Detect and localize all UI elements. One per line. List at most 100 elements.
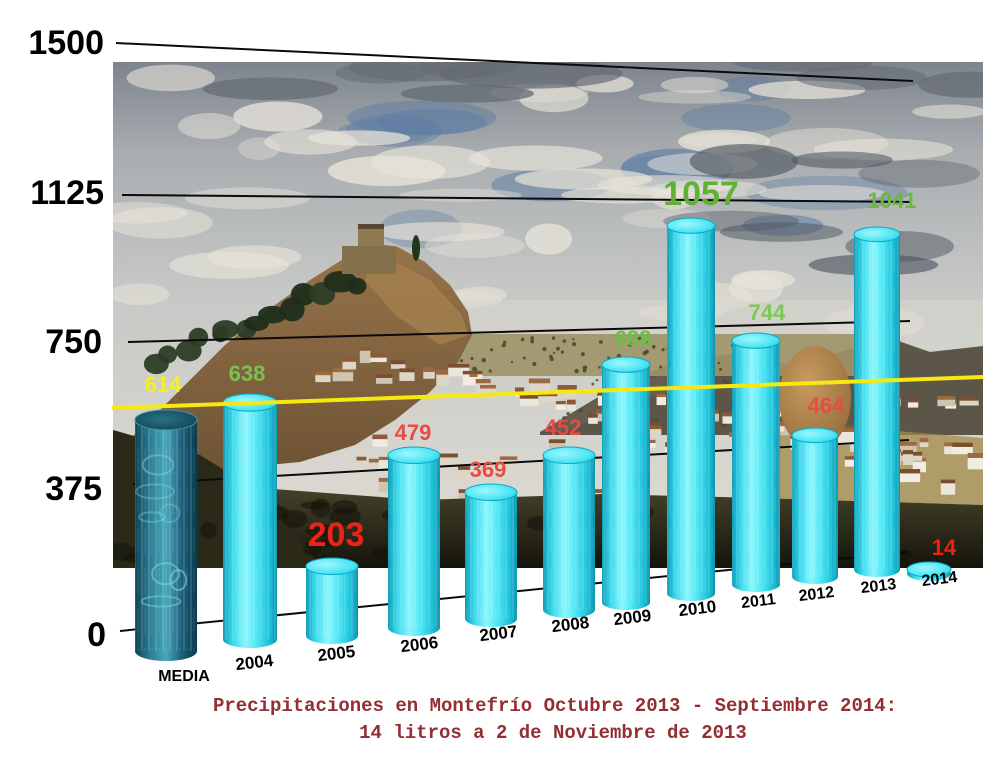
village-house <box>944 445 958 455</box>
village-house <box>423 370 435 379</box>
value-label-2011: 744 <box>749 300 786 325</box>
village-house <box>469 376 478 382</box>
bars <box>134 217 952 662</box>
village-roof <box>499 456 518 460</box>
dark-cloud <box>400 84 535 103</box>
cylinder-texture <box>667 225 715 594</box>
bar-year-labels: MEDIA 2004 2005 2006 2007 2008 2009 2010 2011 201… <box>158 569 958 685</box>
cylinder-texture <box>388 455 440 628</box>
olive-tree-dot <box>578 408 583 413</box>
cylinder-top <box>305 557 359 576</box>
olive-tree-dot <box>520 337 525 342</box>
village-house <box>499 459 518 471</box>
bar-2014 <box>906 561 952 581</box>
olive-tree-dot <box>566 411 570 416</box>
village-house <box>448 366 470 377</box>
village-roof <box>439 453 459 458</box>
bush <box>329 507 361 526</box>
village-roof <box>902 450 914 455</box>
bar-2012 <box>791 427 839 584</box>
village-house <box>364 356 387 363</box>
cloud <box>113 283 170 306</box>
village-roof <box>342 357 357 362</box>
tree <box>258 305 287 324</box>
village-roof <box>952 442 973 447</box>
cloud <box>638 90 752 104</box>
olive-tree-dot <box>644 349 649 354</box>
tree <box>290 283 316 306</box>
bar-MEDIA <box>134 409 198 662</box>
village-house <box>894 444 917 454</box>
village-roof <box>837 425 860 431</box>
bar-2010 <box>666 217 716 601</box>
cylinder-texture <box>306 566 358 636</box>
olive-tree-dot <box>591 382 595 386</box>
village-roof <box>514 387 525 393</box>
cylinder-texture <box>223 402 277 640</box>
village-house <box>899 472 921 483</box>
olive-tree-dot <box>562 416 567 421</box>
village-roof <box>475 378 491 384</box>
cloud <box>238 137 280 160</box>
olive-tree-dot <box>556 346 560 351</box>
village-house <box>538 394 559 403</box>
village-house <box>528 381 551 392</box>
bush <box>321 538 334 547</box>
y-axis-tick-labels: 1500 1125 750 375 0 <box>28 24 106 654</box>
village-roof <box>907 397 919 403</box>
village-roof <box>462 370 483 375</box>
olive-tree-dot <box>717 361 721 365</box>
bush <box>305 523 336 538</box>
village-roof <box>566 399 576 405</box>
cylinder-texture <box>465 492 517 619</box>
cylinder-texture <box>792 435 838 577</box>
village-house <box>436 372 450 386</box>
dark-cloud <box>858 159 980 188</box>
cloud <box>126 64 216 92</box>
value-label-2010: 1057 <box>663 175 739 213</box>
village-roof <box>356 456 367 461</box>
village-house <box>919 440 929 448</box>
dark-cloud <box>918 71 983 98</box>
olive-tree-dot <box>654 417 659 422</box>
bar-2011 <box>731 332 781 592</box>
dark-cloud <box>202 77 338 101</box>
cloud <box>514 168 653 190</box>
cloud <box>468 145 603 171</box>
olive-tree-dot <box>522 356 526 360</box>
village-roof <box>519 395 540 399</box>
cylinder-top <box>542 446 596 465</box>
village-roof <box>894 441 917 446</box>
village-roof <box>399 368 415 373</box>
cylinder-top <box>601 356 651 373</box>
year-label-2007: 2007 <box>478 622 518 645</box>
cypress-tree <box>412 235 420 261</box>
village-house <box>937 399 956 407</box>
castle-body <box>342 246 396 274</box>
village-roof <box>364 353 387 358</box>
bar-2013 <box>853 226 901 577</box>
value-label-2012: 464 <box>808 393 845 418</box>
cylinder-top <box>731 332 781 349</box>
olive-tree-dot <box>503 340 507 344</box>
village-roof <box>588 413 598 418</box>
cloud <box>184 187 311 210</box>
village-roof <box>372 434 388 440</box>
cloud <box>233 101 323 132</box>
village-house <box>332 370 354 382</box>
olive-tree-dot <box>571 342 577 347</box>
village-roof <box>469 373 478 377</box>
village-roof <box>838 428 855 432</box>
bush <box>303 542 322 556</box>
olive-tree-dot <box>574 368 579 374</box>
dark-cloud <box>439 62 623 89</box>
village-roof <box>591 489 609 494</box>
church-dome <box>779 346 851 450</box>
value-label-MEDIA: 614 <box>145 372 182 397</box>
water-swirl <box>159 503 181 524</box>
village-house <box>356 459 367 469</box>
tree <box>158 345 178 364</box>
tree <box>188 327 209 347</box>
village-roof <box>967 452 983 458</box>
village-house <box>359 349 371 364</box>
